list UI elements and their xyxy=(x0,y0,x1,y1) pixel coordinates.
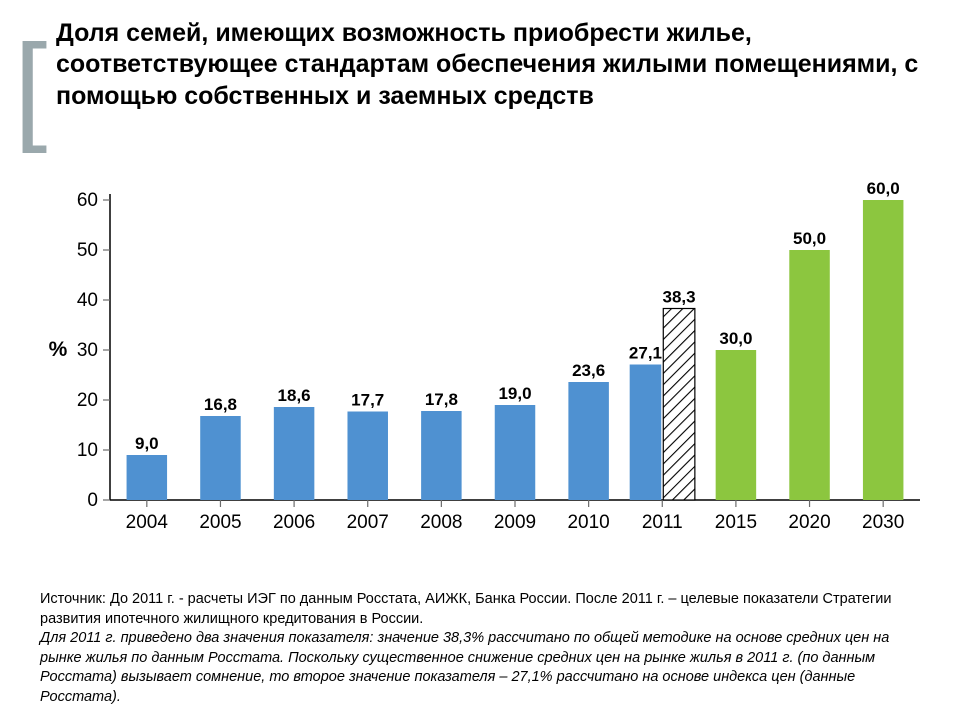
decorative-bracket: [ xyxy=(14,18,47,156)
y-tick-label: 10 xyxy=(77,440,98,461)
x-tick-label: 2020 xyxy=(788,512,830,533)
bar xyxy=(716,350,757,500)
bar-value-label: 18,6 xyxy=(278,386,311,405)
bar xyxy=(421,411,462,500)
x-tick-label: 2011 xyxy=(642,512,683,533)
source-note: Источник: До 2011 г. - расчеты ИЭГ по да… xyxy=(40,590,930,707)
bar-value-label: 9,0 xyxy=(135,434,159,453)
bar xyxy=(863,200,904,500)
x-tick-label: 2030 xyxy=(862,512,904,533)
x-tick-label: 2007 xyxy=(347,512,389,533)
bar xyxy=(663,309,695,501)
x-tick-label: 2004 xyxy=(126,512,169,533)
bar xyxy=(347,412,388,501)
x-tick-label: 2009 xyxy=(494,512,536,533)
bar-value-label: 30,0 xyxy=(719,329,752,348)
source-text-2: Для 2011 г. приведено два значения показ… xyxy=(40,630,889,705)
bar-value-label: 17,7 xyxy=(351,391,384,410)
y-tick-label: 20 xyxy=(77,390,98,411)
bar-value-label: 38,3 xyxy=(663,288,696,307)
bar xyxy=(495,405,536,500)
bar xyxy=(274,407,315,500)
y-tick-label: 0 xyxy=(87,490,98,511)
x-tick-label: 2010 xyxy=(567,512,609,533)
y-tick-label: 50 xyxy=(77,240,98,261)
bar-value-label: 60,0 xyxy=(867,179,900,198)
x-tick-label: 2006 xyxy=(273,512,315,533)
bar-value-label: 23,6 xyxy=(572,361,605,380)
x-tick-label: 2015 xyxy=(715,512,757,533)
bar xyxy=(127,455,167,500)
bar-value-label: 19,0 xyxy=(498,384,531,403)
bar-value-label: 17,8 xyxy=(425,390,458,409)
x-tick-label: 2005 xyxy=(199,512,241,533)
bar xyxy=(630,365,662,501)
bar-value-label: 50,0 xyxy=(793,229,826,248)
x-tick-label: 2008 xyxy=(420,512,462,533)
bar xyxy=(568,382,609,500)
bar xyxy=(789,250,830,500)
bar-value-label: 27,1 xyxy=(629,344,662,363)
y-tick-label: 30 xyxy=(77,340,98,361)
bar-chart: 0102030405060%20042005200620072008200920… xyxy=(40,170,930,550)
page-title: Доля семей, имеющих возможность приобрес… xyxy=(56,18,940,112)
source-text-1: Источник: До 2011 г. - расчеты ИЭГ по да… xyxy=(40,591,891,627)
y-tick-label: 40 xyxy=(77,290,98,311)
y-axis-label: % xyxy=(49,338,68,361)
bar xyxy=(200,416,241,500)
bar-value-label: 16,8 xyxy=(204,395,237,414)
y-tick-label: 60 xyxy=(77,190,98,211)
